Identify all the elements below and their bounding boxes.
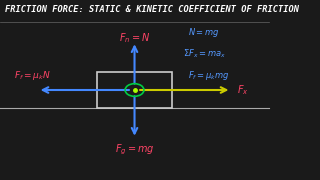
Text: $\Sigma F_x = ma_x$: $\Sigma F_x = ma_x$ bbox=[183, 48, 226, 60]
Text: $N = mg$: $N = mg$ bbox=[188, 26, 220, 39]
Text: $F_f= \mu_k N$: $F_f= \mu_k N$ bbox=[14, 69, 51, 82]
Text: $F_f = \mu_k mg$: $F_f = \mu_k mg$ bbox=[188, 69, 230, 82]
Text: $F_n= N$: $F_n= N$ bbox=[119, 31, 150, 45]
Text: $F_g= mg$: $F_g= mg$ bbox=[115, 142, 154, 157]
Bar bbox=[97, 72, 172, 108]
Text: $F_x$: $F_x$ bbox=[237, 83, 248, 97]
Text: FRICTION FORCE: STATIC & KINETIC COEFFICIENT OF FRICTION: FRICTION FORCE: STATIC & KINETIC COEFFIC… bbox=[5, 5, 300, 14]
